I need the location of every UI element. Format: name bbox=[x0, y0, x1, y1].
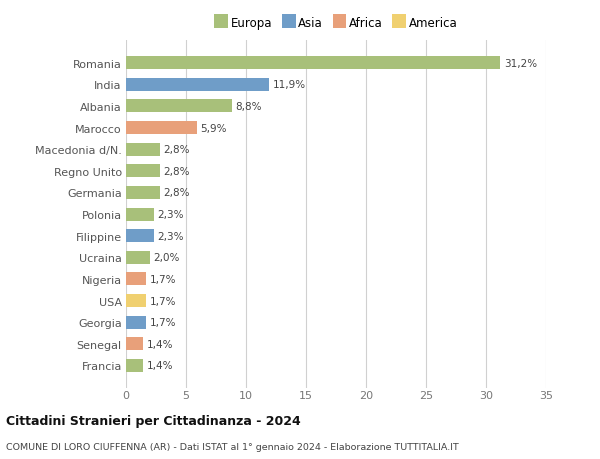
Text: 2,3%: 2,3% bbox=[157, 231, 184, 241]
Bar bbox=[126, 251, 150, 264]
Text: 1,7%: 1,7% bbox=[150, 318, 176, 327]
Bar bbox=[126, 208, 154, 221]
Bar bbox=[126, 337, 143, 351]
Bar bbox=[126, 122, 197, 135]
Bar bbox=[126, 359, 143, 372]
Text: 2,8%: 2,8% bbox=[163, 167, 190, 176]
Text: COMUNE DI LORO CIUFFENNA (AR) - Dati ISTAT al 1° gennaio 2024 - Elaborazione TUT: COMUNE DI LORO CIUFFENNA (AR) - Dati IST… bbox=[6, 442, 459, 451]
Text: 11,9%: 11,9% bbox=[272, 80, 305, 90]
Text: 2,8%: 2,8% bbox=[163, 188, 190, 198]
Bar bbox=[126, 294, 146, 308]
Bar bbox=[126, 230, 154, 243]
Bar bbox=[126, 143, 160, 157]
Bar bbox=[126, 78, 269, 92]
Text: 1,7%: 1,7% bbox=[150, 274, 176, 284]
Text: Cittadini Stranieri per Cittadinanza - 2024: Cittadini Stranieri per Cittadinanza - 2… bbox=[6, 414, 301, 428]
Text: 2,8%: 2,8% bbox=[163, 145, 190, 155]
Text: 2,0%: 2,0% bbox=[154, 253, 180, 263]
Text: 31,2%: 31,2% bbox=[504, 59, 537, 68]
Text: 2,3%: 2,3% bbox=[157, 210, 184, 219]
Text: 1,7%: 1,7% bbox=[150, 296, 176, 306]
Text: 5,9%: 5,9% bbox=[200, 123, 227, 133]
Text: 8,8%: 8,8% bbox=[235, 102, 262, 112]
Bar bbox=[126, 57, 500, 70]
Bar bbox=[126, 100, 232, 113]
Legend: Europa, Asia, Africa, America: Europa, Asia, Africa, America bbox=[209, 12, 463, 35]
Text: 1,4%: 1,4% bbox=[146, 361, 173, 370]
Bar bbox=[126, 273, 146, 286]
Bar bbox=[126, 165, 160, 178]
Text: 1,4%: 1,4% bbox=[146, 339, 173, 349]
Bar bbox=[126, 186, 160, 200]
Bar bbox=[126, 316, 146, 329]
